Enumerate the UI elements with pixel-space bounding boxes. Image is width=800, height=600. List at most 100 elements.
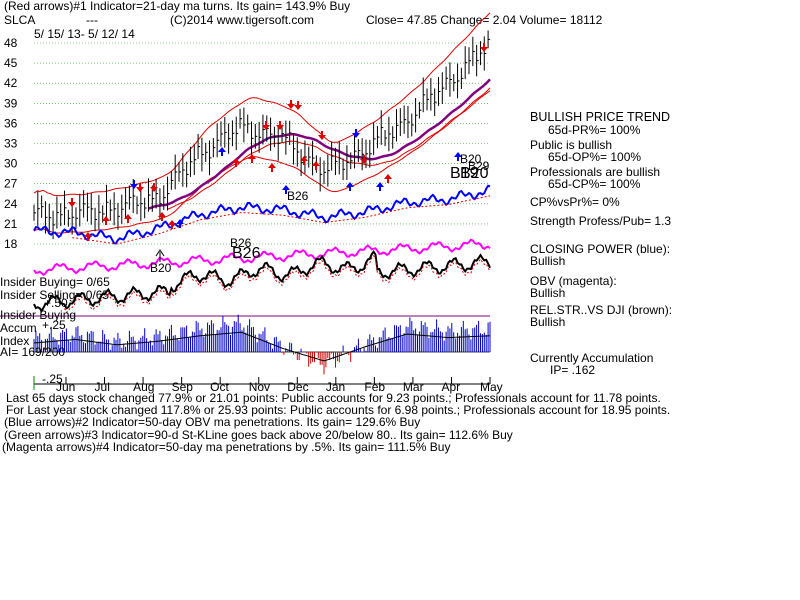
signal-arrow-head — [376, 182, 384, 187]
y-tick-label: 45 — [4, 56, 18, 70]
signal-annotation: B19 — [450, 165, 479, 182]
signal-arrow-head — [454, 152, 462, 157]
cp-value: 65d-CP%= 100% — [548, 177, 641, 191]
rel-strength-status: Bullish — [530, 315, 566, 329]
indicator-1-line: (Red arrows)#1 Indicator=21-day ma turns… — [4, 0, 351, 13]
closing-power-ma — [72, 195, 491, 245]
signal-arrow-head — [312, 161, 320, 166]
accum-label-3: Index — [0, 334, 30, 348]
signal-arrow-head — [124, 214, 132, 219]
signal-arrow-head — [168, 220, 176, 225]
closing-power-status: Bullish — [530, 254, 566, 268]
pr-value: 65d-PR%= 100% — [548, 123, 641, 137]
signal-arrow-head — [232, 158, 240, 163]
y-tick-label: 33 — [4, 137, 18, 151]
public-title: Public is bullish — [530, 138, 613, 152]
y-tick-label: 27 — [4, 177, 18, 191]
obv-status: Bullish — [530, 286, 566, 300]
x-axis-ticks: Jun Jul Aug Sep Oct Nov Dec Jan Feb Mar Apr May — [34, 377, 503, 394]
price-bars — [33, 30, 491, 240]
accum-label-2: Accum — [0, 321, 37, 335]
accum-index-panel — [0, 314, 491, 390]
signal-arrow-head — [136, 187, 144, 192]
signal-arrow-head — [360, 159, 368, 164]
ticker-dashes: --- — [86, 13, 98, 27]
y-axis-ticks: 48 45 42 39 36 33 30 27 24 21 18 — [4, 36, 18, 251]
obv-line — [33, 238, 491, 277]
footer-65day-change: Last 65 days stock changed 77.9% or 21.0… — [6, 391, 661, 405]
signal-arrow-head — [384, 174, 392, 179]
upper-band — [33, 12, 491, 197]
signal-arrow-head — [346, 182, 354, 187]
footer-year-change: For Last year stock changed 117.8% or 25… — [6, 403, 671, 417]
signal-arrow-head — [218, 147, 226, 152]
closing-power-line — [33, 184, 491, 245]
insider-buying-count: Insider Buying= 0/65 — [0, 275, 110, 289]
signal-arrow-head — [102, 216, 110, 221]
ip-value: IP= .162 — [550, 363, 596, 377]
rel-strength-line — [33, 249, 491, 313]
price-chart: 48 45 42 39 36 33 30 27 24 21 18 Jun Jul Aug Sep Oct No… — [0, 12, 503, 394]
signal-arrow-head — [84, 232, 92, 237]
footer-indicator-2: (Blue arrows)#2 Indicator=50-day OBV ma … — [4, 415, 421, 429]
signal-arrow-head — [150, 187, 158, 192]
signal-arrow-head — [300, 156, 308, 161]
signal-arrow-head — [68, 202, 76, 207]
signal-annotation: B20 — [460, 165, 489, 182]
footer-indicator-4: (Magenta arrows)#4 Indicator=50-day ma p… — [2, 440, 451, 454]
signal-arrow-head — [262, 125, 270, 130]
ma-bands — [33, 12, 491, 234]
strength-ratio: Strength Profess/Pub= 1.3 — [530, 214, 672, 228]
date-range: 5/ 15/ 13- 5/ 12/ 14 — [34, 27, 135, 41]
y-tick-label: 24 — [4, 197, 18, 211]
insider-selling-count: Insider Selling= 0/65 — [0, 288, 110, 302]
footer-indicator-3: (Green arrows)#3 Indicator=90-d St-KLine… — [4, 428, 513, 442]
signal-arrow-head — [318, 135, 326, 140]
signal-annotation: B26 — [287, 189, 309, 203]
grid-lines — [34, 42, 490, 245]
close-change-volume: Close= 47.85 Change= 2.04 Volume= 18112 — [366, 13, 603, 27]
accum-ma-line — [33, 331, 491, 362]
signal-arrow-head — [352, 133, 360, 138]
accum-title: Currently Accumulation — [530, 351, 654, 365]
signal-arrow-head — [176, 219, 184, 224]
y-tick-label: 39 — [4, 96, 18, 110]
lower-band — [33, 90, 491, 234]
signal-arrow-head — [287, 104, 295, 109]
accum-tick-plus25: +.25 — [42, 318, 66, 332]
y-tick-label: 18 — [4, 237, 18, 251]
op-value: 65d-OP%= 100% — [548, 150, 642, 164]
rel-strength-ma — [64, 254, 491, 313]
accum-tick-plus50: +.50 — [44, 296, 68, 310]
signal-arrow-head — [158, 212, 166, 217]
annotation-marker-head — [155, 249, 165, 257]
signal-arrow-head — [268, 163, 276, 168]
ai-score: AI= 169/200 — [0, 345, 66, 359]
signal-arrow-head — [294, 105, 302, 110]
obv-lines — [33, 238, 491, 313]
signal-arrow-head — [130, 184, 138, 189]
obv-title: OBV (magenta): — [530, 274, 617, 288]
y-tick-label: 21 — [4, 217, 18, 231]
y-tick-label: 42 — [4, 76, 18, 90]
signal-annotation: B26 — [232, 245, 261, 262]
ticker-symbol: SLCA — [4, 13, 36, 27]
signal-arrow-head — [276, 125, 284, 130]
closing-power-line — [33, 184, 491, 245]
y-tick-label: 30 — [4, 157, 18, 171]
signal-annotation: B20 — [150, 261, 172, 275]
cp-vs-pr: CP%vsPr%= 0% — [530, 195, 620, 209]
trend-title: BULLISH PRICE TREND — [530, 110, 671, 124]
moving-average — [167, 87, 491, 210]
accum-tick-minus25: -.25 — [42, 372, 63, 386]
signal-annotation: B26 — [230, 236, 252, 250]
signal-annotation: B29 — [468, 159, 490, 173]
signal-arrow-head — [248, 154, 256, 159]
pros-title: Professionals are bullish — [530, 165, 661, 179]
signal-arrows — [68, 43, 488, 241]
accum-label-1: Insider Buying — [0, 308, 77, 322]
copyright-text: (C)2014 www.tigersoft.com — [170, 13, 315, 27]
signal-annotation: B20 — [460, 152, 482, 166]
signal-arrow-head — [282, 185, 290, 190]
